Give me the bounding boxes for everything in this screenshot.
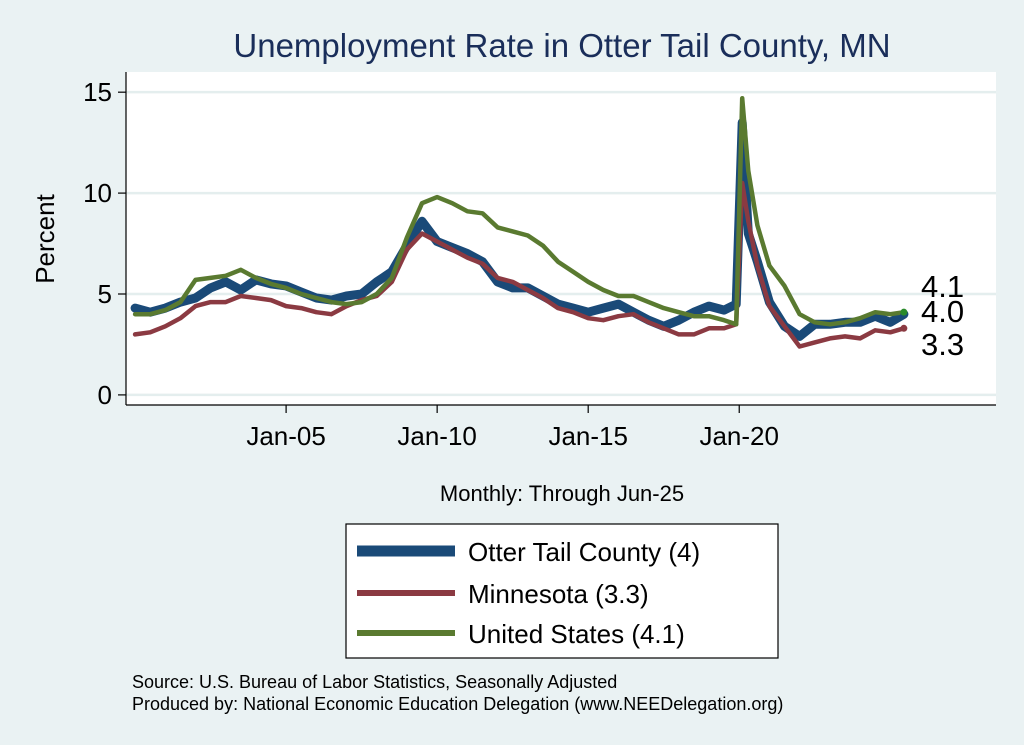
legend-label-minnesota: Minnesota (3.3) bbox=[468, 579, 649, 609]
y-ticks: 0 5 10 15 bbox=[83, 77, 126, 410]
x-axis-title: Monthly: Through Jun-25 bbox=[440, 481, 684, 506]
source-note: Source: U.S. Bureau of Labor Statistics,… bbox=[132, 672, 617, 692]
series-line-minnesota bbox=[132, 180, 907, 349]
plot-area bbox=[126, 72, 996, 405]
end-dot bbox=[900, 324, 908, 332]
y-tick-label: 15 bbox=[83, 77, 112, 107]
x-tick-label: Jan-10 bbox=[397, 421, 477, 451]
legend: Otter Tail County (4) Minnesota (3.3) Un… bbox=[345, 523, 779, 659]
series-line-us bbox=[132, 95, 907, 327]
minnesota-end-label: 3.3 bbox=[921, 327, 964, 362]
y-axis-title: Percent bbox=[30, 193, 60, 283]
x-ticks: Jan-05 Jan-10 Jan-15 Jan-20 bbox=[246, 405, 779, 451]
gridlines bbox=[126, 90, 996, 397]
y-tick-label: 5 bbox=[98, 279, 112, 309]
x-tick-label: Jan-05 bbox=[246, 421, 326, 451]
county-end-label: 4.0 bbox=[921, 294, 964, 329]
us-end-label: 4.1 bbox=[921, 269, 964, 304]
x-tick-label: Jan-20 bbox=[699, 421, 779, 451]
producer-note: Produced by: National Economic Education… bbox=[132, 694, 783, 714]
series-layer bbox=[130, 95, 909, 349]
x-tick-label: Jan-15 bbox=[548, 421, 628, 451]
y-tick-label: 10 bbox=[83, 178, 112, 208]
y-tick-label: 0 bbox=[98, 380, 112, 410]
legend-label-us: United States (4.1) bbox=[468, 619, 685, 649]
end-dots bbox=[900, 308, 908, 332]
chart-title: Unemployment Rate in Otter Tail County, … bbox=[233, 27, 890, 64]
end-dot bbox=[900, 308, 908, 316]
legend-label-county: Otter Tail County (4) bbox=[468, 537, 700, 567]
